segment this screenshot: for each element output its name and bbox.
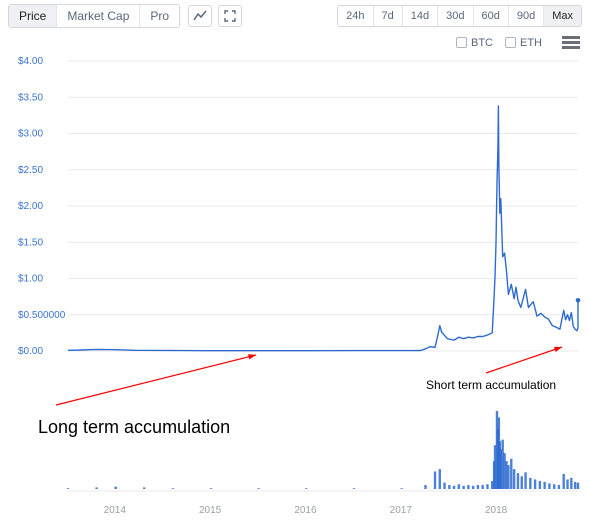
svg-text:$2.00: $2.00: [18, 201, 43, 212]
checkbox-icon: [505, 37, 516, 48]
fullscreen-icon[interactable]: [218, 5, 242, 27]
range-24h[interactable]: 24h: [338, 6, 373, 26]
tab-price[interactable]: Price: [9, 5, 57, 27]
svg-text:$4.00: $4.00: [18, 56, 43, 67]
tab-pro[interactable]: Pro: [140, 5, 179, 27]
svg-text:$1.00: $1.00: [18, 274, 43, 285]
compare-row: BTC ETH: [0, 28, 590, 51]
svg-text:$2.50: $2.50: [18, 165, 43, 176]
compare-eth-checkbox[interactable]: ETH: [505, 37, 542, 49]
chart-type-tabs: PriceMarket CapPro: [8, 4, 180, 28]
chart-area[interactable]: $0.00 $0.500000 $1.00 $1.50 $2.00 $2.50 $3.00 $…: [8, 51, 582, 527]
svg-text:Short term accumulation: Short term accumulation: [426, 378, 556, 392]
menu-icon[interactable]: [562, 34, 580, 51]
svg-text:2018: 2018: [485, 505, 508, 516]
range-30d[interactable]: 30d: [438, 6, 473, 26]
price-chart-svg: $0.00 $0.500000 $1.00 $1.50 $2.00 $2.50 $3.00 $…: [8, 51, 582, 527]
range-60d[interactable]: 60d: [474, 6, 509, 26]
chart-line-icon[interactable]: [188, 5, 212, 27]
tab-market-cap[interactable]: Market Cap: [57, 5, 140, 27]
compare-label: BTC: [471, 37, 493, 49]
svg-text:$0.500000: $0.500000: [18, 310, 66, 321]
svg-text:$0.00: $0.00: [18, 346, 43, 357]
range-7d[interactable]: 7d: [374, 6, 403, 26]
svg-text:2016: 2016: [294, 505, 317, 516]
svg-text:Long term accumulation: Long term accumulation: [38, 417, 230, 437]
svg-text:$3.50: $3.50: [18, 92, 43, 103]
range-max[interactable]: Max: [544, 6, 581, 26]
range-14d[interactable]: 14d: [403, 6, 438, 26]
svg-text:2015: 2015: [199, 505, 222, 516]
tool-icons: [188, 5, 242, 27]
time-range-tabs: 24h7d14d30d60d90dMax: [337, 5, 582, 27]
toolbar-left: PriceMarket CapPro: [8, 4, 242, 28]
compare-label: ETH: [520, 37, 542, 49]
range-90d[interactable]: 90d: [509, 6, 544, 26]
toolbar: PriceMarket CapPro 24h7d14d30d60d90dMax: [0, 0, 590, 28]
svg-text:2017: 2017: [390, 505, 413, 516]
svg-text:$3.00: $3.00: [18, 129, 43, 140]
svg-text:2014: 2014: [104, 505, 127, 516]
checkbox-icon: [456, 37, 467, 48]
svg-text:$1.50: $1.50: [18, 237, 43, 248]
compare-btc-checkbox[interactable]: BTC: [456, 37, 493, 49]
